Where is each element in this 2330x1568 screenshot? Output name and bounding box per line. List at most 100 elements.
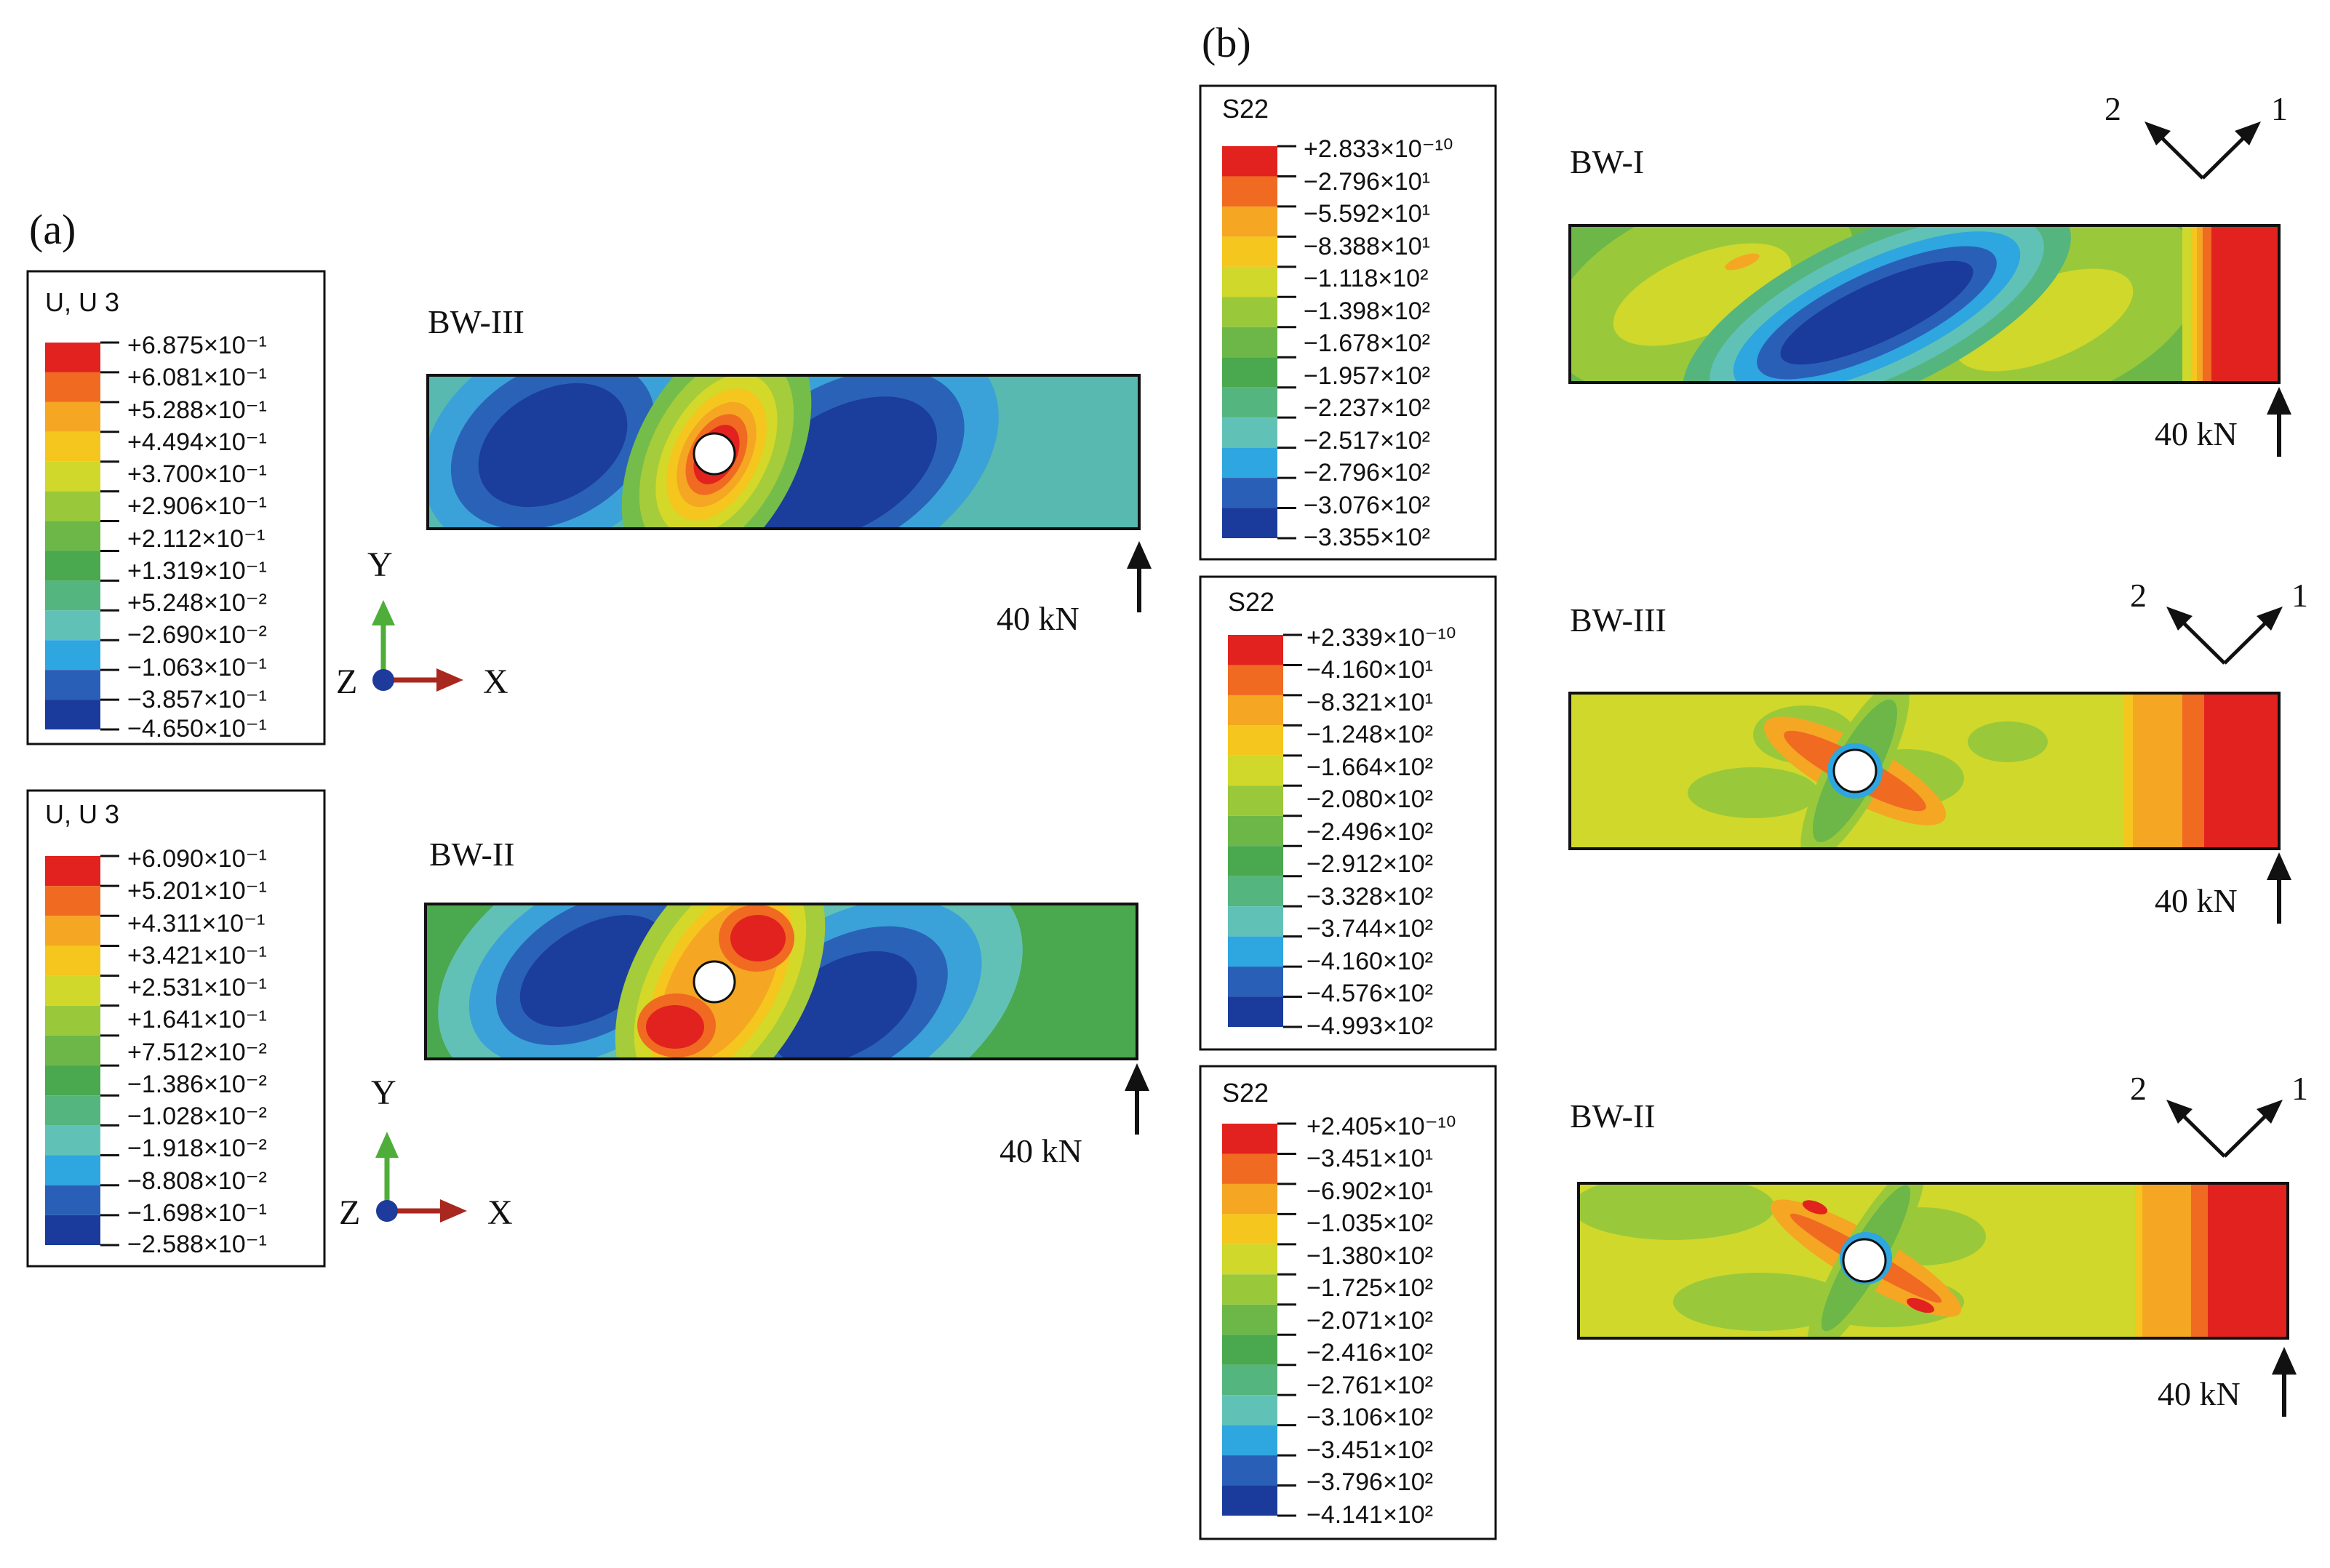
legend-value: −1.248×10² <box>1306 721 1433 748</box>
legend-value: +5.248×10⁻² <box>127 589 267 617</box>
legend-value: −2.416×10² <box>1306 1339 1433 1367</box>
load-arrow <box>2272 1347 2297 1417</box>
color-swatch <box>1222 447 1277 479</box>
direction-label-2: 2 <box>2130 577 2147 614</box>
legend-values: +6.090×10⁻¹ +5.201×10⁻¹ +4.311×10⁻¹ +3.4… <box>127 845 267 1258</box>
legend-title: S22 <box>1222 1078 1269 1108</box>
legend-value: +6.090×10⁻¹ <box>127 845 267 873</box>
legend-value: −3.857×10⁻¹ <box>127 686 267 713</box>
legend-values: +2.405×10⁻¹⁰ −3.451×10¹ −6.902×10¹ −1.03… <box>1306 1113 1456 1529</box>
legend-value: −2.796×10¹ <box>1304 168 1430 196</box>
color-swatch <box>1228 936 1283 967</box>
color-swatch <box>45 491 100 521</box>
color-swatch <box>1222 327 1277 358</box>
color-swatch <box>1228 635 1283 665</box>
color-swatch <box>1222 478 1277 508</box>
color-swatch <box>1222 1395 1277 1425</box>
legend-value: −1.957×10² <box>1304 362 1430 390</box>
color-swatch <box>45 640 100 671</box>
specimen-label: BW-II <box>1570 1097 1656 1135</box>
direction-label-1: 1 <box>2271 90 2288 127</box>
legend-value: −8.808×10⁻² <box>127 1167 267 1195</box>
color-swatch <box>45 461 100 492</box>
color-swatch <box>1228 665 1283 695</box>
color-swatch <box>45 580 100 611</box>
legend-title: S22 <box>1222 94 1269 124</box>
legend-value: −1.380×10² <box>1306 1242 1433 1270</box>
legend-value: −4.160×10¹ <box>1306 656 1433 684</box>
legend-value: −8.321×10¹ <box>1306 689 1433 716</box>
color-swatch <box>45 343 100 372</box>
color-scale <box>45 341 119 731</box>
legend-value: −3.451×10² <box>1306 1436 1433 1464</box>
legend-value: +4.494×10⁻¹ <box>127 428 267 456</box>
color-swatch <box>45 551 100 581</box>
legend-value: −2.080×10² <box>1306 785 1433 813</box>
color-swatch <box>1222 387 1277 418</box>
color-swatch <box>1222 1124 1277 1154</box>
legend-value: +2.833×10⁻¹⁰ <box>1304 135 1453 163</box>
contour-plot-b2 <box>1568 692 2281 850</box>
contour-plot-a2 <box>424 903 1138 1060</box>
color-swatch <box>45 700 100 729</box>
legend-value: −1.918×10⁻² <box>127 1135 267 1162</box>
color-swatch <box>1222 417 1277 448</box>
color-swatch <box>1222 1425 1277 1456</box>
legend-value: −3.328×10² <box>1306 883 1433 911</box>
color-swatch <box>1222 1485 1277 1516</box>
color-swatch <box>45 610 100 641</box>
color-swatch <box>45 1035 100 1066</box>
color-swatch <box>1228 876 1283 907</box>
contour-plot-b1 <box>1568 224 2281 384</box>
color-swatch <box>45 1215 100 1245</box>
legend-value: −2.071×10² <box>1306 1307 1433 1335</box>
legend-value: +7.512×10⁻² <box>127 1039 267 1066</box>
color-swatch <box>1222 357 1277 388</box>
contour-plot-b3 <box>1577 1182 2289 1340</box>
color-swatch <box>45 1185 100 1215</box>
legend-value: +6.081×10⁻¹ <box>127 364 267 391</box>
color-swatch <box>1222 1304 1277 1335</box>
axis-label-y: Y <box>367 545 393 584</box>
color-swatch <box>1222 206 1277 237</box>
color-swatch <box>1222 297 1277 327</box>
color-swatch <box>45 372 100 402</box>
color-swatch <box>45 886 100 916</box>
legend-value: −4.160×10² <box>1306 948 1433 975</box>
color-swatch <box>45 1005 100 1036</box>
axis-label-z: Z <box>339 1193 360 1232</box>
legend-value: −2.588×10⁻¹ <box>127 1231 267 1258</box>
legend-value: −6.902×10¹ <box>1306 1177 1433 1205</box>
color-scale <box>45 855 119 1247</box>
color-swatch <box>1228 725 1283 756</box>
panel-a-label: (a) <box>29 206 76 253</box>
legend-value: −3.076×10² <box>1304 492 1430 519</box>
legend-value: −2.496×10² <box>1306 818 1433 846</box>
color-swatch <box>1222 266 1277 297</box>
legend-value: −2.237×10² <box>1304 394 1430 422</box>
specimen-label: BW-I <box>1570 143 1644 180</box>
color-swatch <box>1228 815 1283 847</box>
color-swatch <box>1222 236 1277 267</box>
legend-value: −2.690×10⁻² <box>127 621 267 649</box>
legend-value: −1.118×10² <box>1304 265 1428 292</box>
legend-value: −1.398×10² <box>1304 297 1430 325</box>
legend-value: −4.141×10² <box>1306 1501 1433 1529</box>
color-swatch <box>1222 1214 1277 1244</box>
legend-value: +2.339×10⁻¹⁰ <box>1306 624 1456 652</box>
legend-value: −2.761×10² <box>1306 1372 1433 1399</box>
legend-b3: S22 +2.405×10⁻¹⁰ −3.451×10¹ −6.902×10¹ −… <box>1199 1065 1497 1540</box>
legend-title: U, U 3 <box>45 287 119 317</box>
direction-label-1: 1 <box>2291 577 2308 614</box>
color-swatch <box>1222 1274 1277 1305</box>
color-swatch <box>45 975 100 1006</box>
color-swatch <box>1228 755 1283 786</box>
contour-plot-a1 <box>426 374 1141 530</box>
direction-indicator: 2 1 <box>2130 1070 2308 1158</box>
legend-value: −3.796×10² <box>1306 1468 1433 1496</box>
axis-label-y: Y <box>371 1073 396 1112</box>
color-swatch <box>45 670 100 700</box>
legend-value: −1.678×10² <box>1304 329 1430 357</box>
legend-value: +3.700×10⁻¹ <box>127 460 267 488</box>
coordinate-triad: Y X Z <box>339 1073 513 1232</box>
